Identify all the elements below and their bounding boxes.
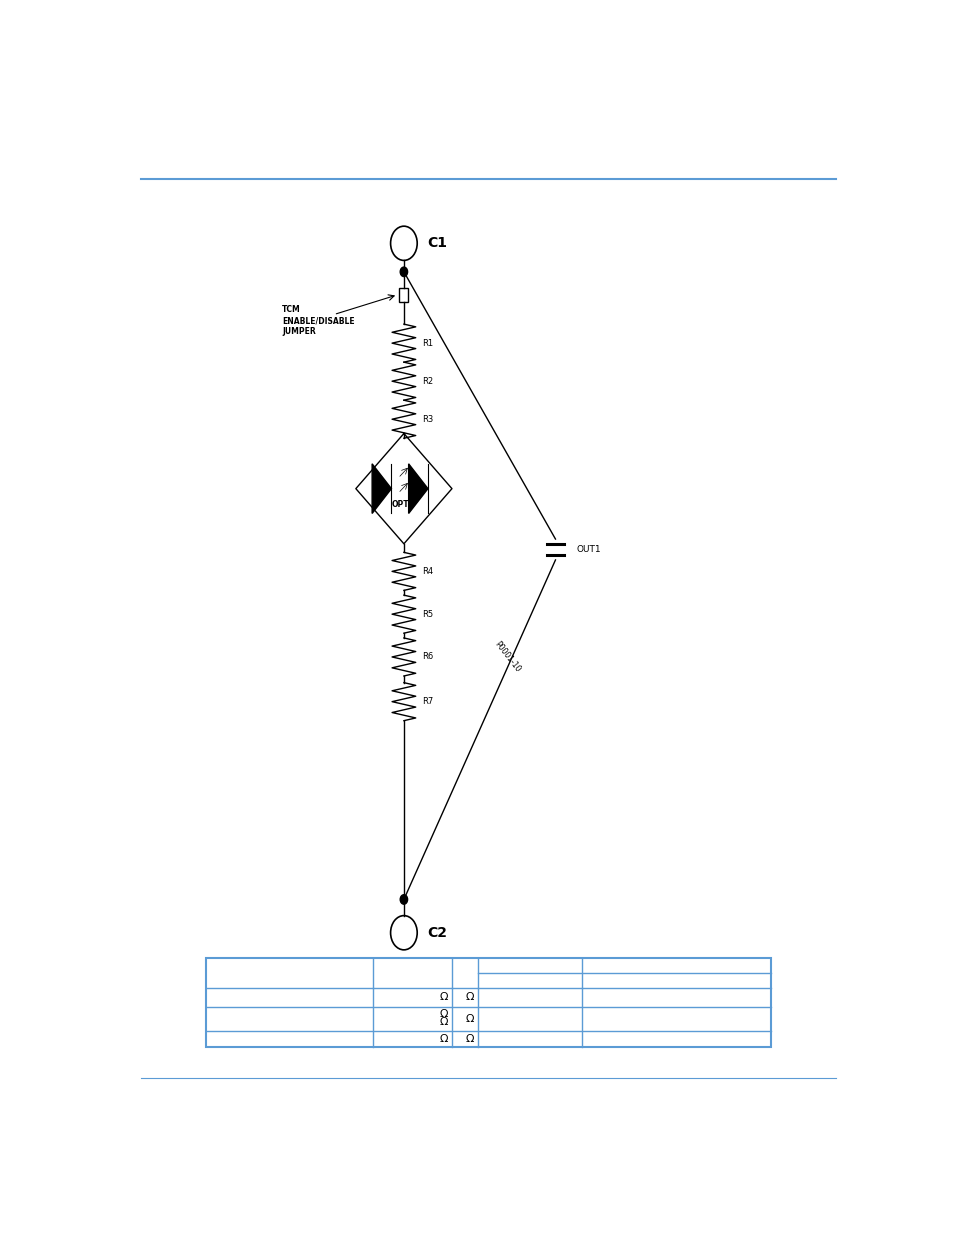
Text: P0001-10: P0001-10 (492, 640, 521, 674)
Text: Ω: Ω (439, 992, 448, 1003)
Text: OUT1: OUT1 (576, 545, 600, 555)
Text: R1: R1 (422, 338, 433, 347)
Circle shape (400, 267, 407, 277)
Text: Ω: Ω (439, 1034, 448, 1044)
Text: Ω: Ω (465, 1014, 474, 1024)
Text: Ω: Ω (465, 992, 474, 1003)
Text: Ω: Ω (439, 1009, 448, 1019)
Bar (206, 958, 771, 1047)
Polygon shape (408, 464, 428, 514)
Text: R4: R4 (422, 567, 433, 576)
Text: R3: R3 (422, 415, 434, 424)
Text: OPTO: OPTO (392, 500, 416, 509)
Text: C1: C1 (427, 236, 447, 251)
Text: TCM
ENABLE/DISABLE
JUMPER: TCM ENABLE/DISABLE JUMPER (282, 305, 355, 336)
Bar (399, 288, 408, 303)
Circle shape (400, 894, 407, 904)
Text: R2: R2 (422, 377, 433, 385)
Text: C2: C2 (427, 926, 447, 940)
Text: R6: R6 (422, 652, 434, 662)
Text: R7: R7 (422, 697, 434, 706)
Text: Ω: Ω (465, 1034, 474, 1044)
Text: Ω: Ω (439, 1016, 448, 1026)
Polygon shape (372, 464, 391, 514)
Text: R5: R5 (422, 610, 433, 619)
